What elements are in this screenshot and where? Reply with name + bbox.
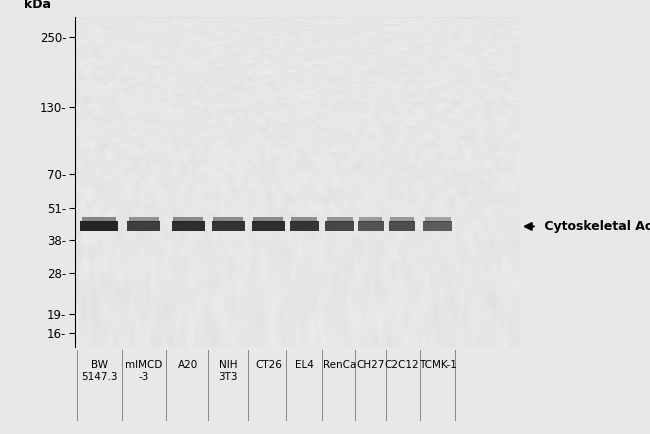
Text: C2C12: C2C12 — [385, 360, 419, 370]
Bar — [212, 220, 245, 231]
Text: kDa: kDa — [23, 0, 51, 11]
Bar — [82, 217, 116, 222]
Bar — [81, 220, 118, 231]
Text: mIMCD
-3: mIMCD -3 — [125, 360, 162, 382]
Bar — [327, 217, 353, 222]
Bar — [127, 220, 161, 231]
Bar — [129, 217, 159, 222]
Bar — [252, 220, 285, 231]
Bar — [359, 217, 382, 222]
Bar — [358, 220, 384, 231]
Bar — [325, 220, 354, 231]
Bar — [290, 220, 318, 231]
Text: Cytoskeletal Actin: Cytoskeletal Actin — [525, 220, 650, 233]
Text: NIH
3T3: NIH 3T3 — [218, 360, 238, 382]
Text: EL4: EL4 — [294, 360, 313, 370]
Bar — [213, 217, 243, 222]
Text: BW
5147.3: BW 5147.3 — [81, 360, 118, 382]
Text: CT26: CT26 — [255, 360, 282, 370]
Bar — [254, 217, 283, 222]
Bar — [424, 217, 450, 222]
Bar — [172, 220, 205, 231]
Text: RenCa: RenCa — [323, 360, 356, 370]
Bar — [391, 217, 413, 222]
Text: A20: A20 — [178, 360, 198, 370]
Bar — [174, 217, 203, 222]
Text: CH27: CH27 — [357, 360, 385, 370]
Text: TCMK-1: TCMK-1 — [419, 360, 456, 370]
Bar — [389, 220, 415, 231]
Bar — [423, 220, 452, 231]
Bar — [291, 217, 317, 222]
